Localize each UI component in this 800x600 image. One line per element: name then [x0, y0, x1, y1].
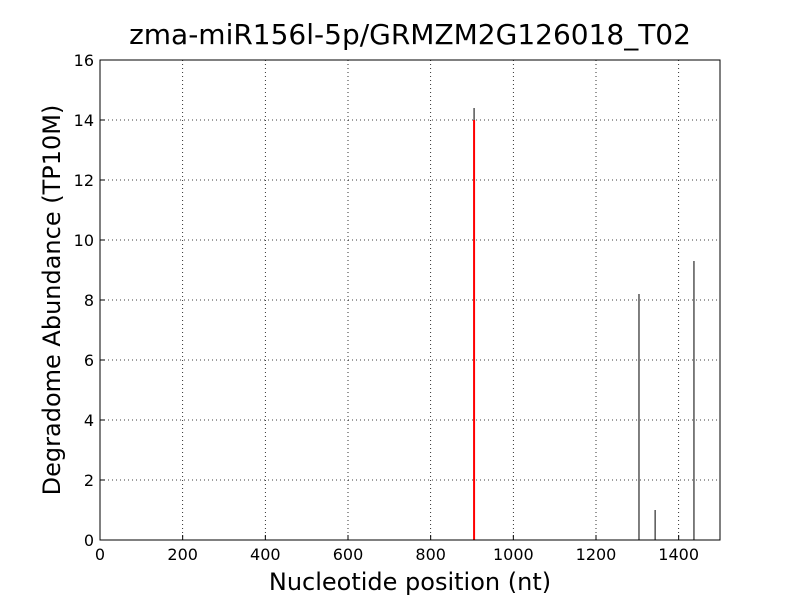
x-tick-label: 0	[95, 545, 105, 564]
y-tick-label: 4	[84, 411, 94, 430]
x-tick-label: 200	[167, 545, 198, 564]
x-tick-label: 800	[415, 545, 446, 564]
chart-title: zma-miR156l-5p/GRMZM2G126018_T02	[129, 18, 691, 51]
y-tick-label: 14	[74, 111, 94, 130]
x-tick-label: 1000	[493, 545, 534, 564]
y-tick-label: 16	[74, 51, 94, 70]
x-tick-label: 1400	[658, 545, 699, 564]
x-tick-label: 1200	[576, 545, 617, 564]
x-axis-label: Nucleotide position (nt)	[269, 568, 551, 596]
y-tick-label: 2	[84, 471, 94, 490]
x-tick-label: 400	[250, 545, 281, 564]
x-tick-label: 600	[333, 545, 364, 564]
y-tick-label: 6	[84, 351, 94, 370]
plot-frame	[99, 59, 721, 541]
y-tick-label: 8	[84, 291, 94, 310]
y-axis-label: Degradome Abundance (TP10M)	[38, 105, 66, 496]
y-tick-label: 10	[74, 231, 94, 250]
y-tick-label: 12	[74, 171, 94, 190]
y-tick-label: 0	[84, 531, 94, 550]
